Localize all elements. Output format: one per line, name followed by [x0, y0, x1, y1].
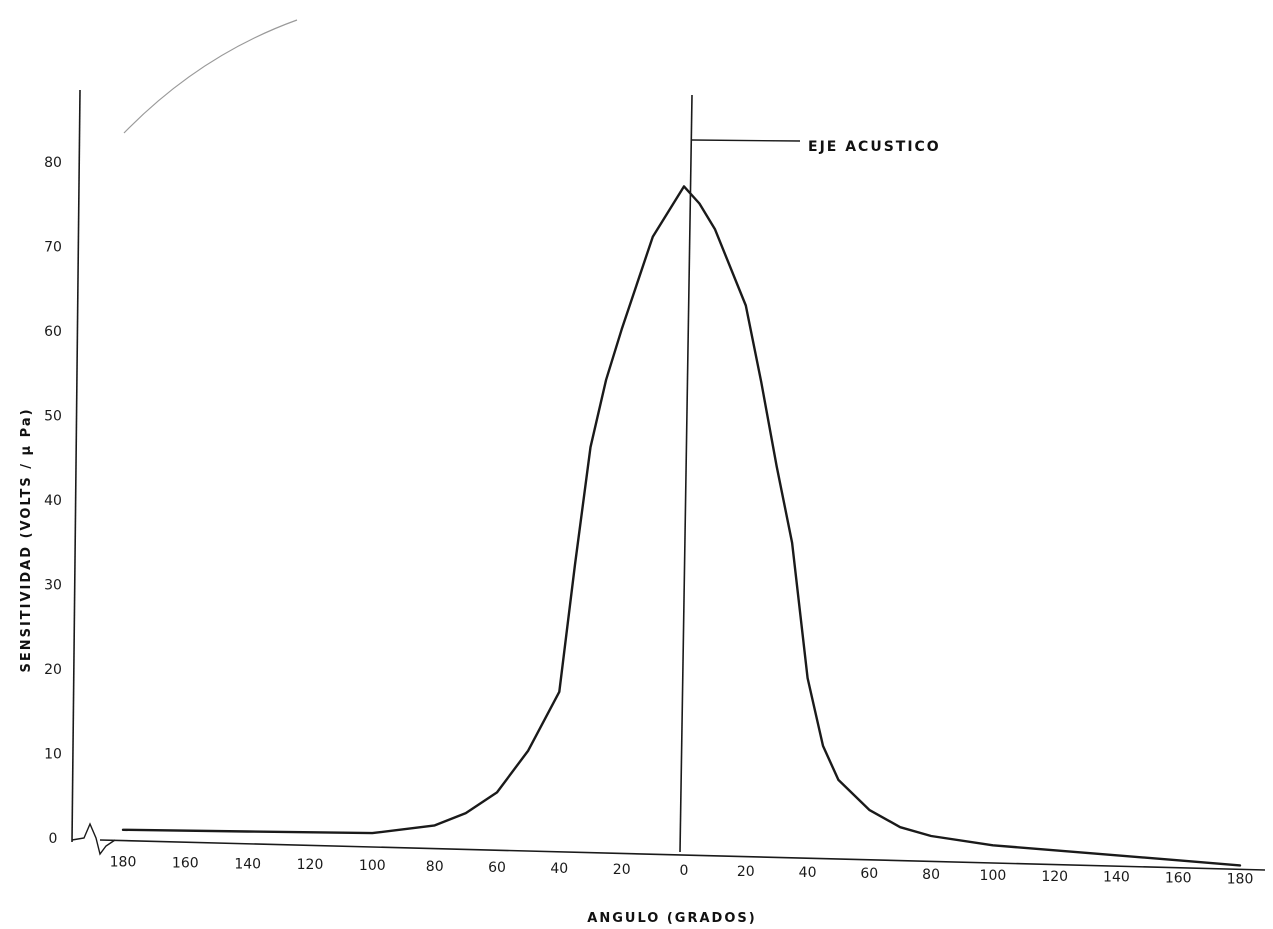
x-axis-title: ANGULO (GRADOS)	[587, 911, 756, 926]
x-tick-labels: 180 160 140 120 100 80 60 40 20 0 20 40 60 80 100 120 14…	[110, 854, 1254, 887]
y-tick-label: 10	[44, 747, 62, 763]
y-tick-label: 70	[44, 240, 62, 256]
x-tick-label: 160	[172, 855, 199, 871]
top-stray-arc	[123, 19, 298, 134]
x-tick-label: 0	[680, 863, 689, 879]
x-tick-label: 140	[234, 856, 261, 872]
y-axis-origin-squiggle	[71, 822, 116, 856]
y-tick-label: 50	[44, 409, 62, 425]
x-tick-label: 80	[426, 859, 444, 875]
annotation-leader-line	[691, 139, 801, 142]
x-tick-label: 140	[1103, 870, 1130, 886]
x-tick-label: 160	[1165, 871, 1192, 887]
x-tick-label: 40	[550, 861, 568, 877]
y-tick-label: 60	[44, 324, 62, 340]
x-tick-label: 20	[613, 862, 631, 878]
x-tick-label: 100	[359, 858, 386, 874]
y-axis	[71, 89, 116, 856]
x-tick-label: 40	[799, 865, 817, 881]
x-tick-label: 20	[737, 864, 755, 880]
x-tick-label: 180	[110, 854, 137, 870]
x-tick-label: 120	[297, 857, 324, 873]
x-tick-label: 80	[922, 867, 940, 883]
y-tick-label: 20	[44, 662, 62, 678]
x-tick-label: 120	[1041, 869, 1068, 885]
y-tick-labels: 0 10 20 30 40 50 60 70 80	[44, 155, 62, 847]
y-tick-label: 80	[44, 155, 62, 171]
x-axis	[99, 839, 1266, 871]
y-axis-title: SENSITIVIDAD (VOLTS / μ Pa)	[19, 407, 34, 672]
annotation-label: EJE ACUSTICO	[808, 139, 941, 155]
x-tick-label: 180	[1227, 872, 1254, 888]
series-line-sensitivity	[121, 185, 1242, 867]
y-tick-label: 40	[44, 493, 62, 509]
y-tick-label: 0	[49, 831, 58, 847]
x-tick-label: 60	[488, 860, 506, 876]
y-tick-label: 30	[44, 578, 62, 594]
acoustic-axis-line	[679, 94, 693, 853]
x-tick-label: 60	[860, 866, 878, 882]
x-tick-label: 100	[980, 868, 1007, 884]
y-axis-line	[71, 89, 81, 843]
x-axis-line	[99, 839, 1266, 871]
